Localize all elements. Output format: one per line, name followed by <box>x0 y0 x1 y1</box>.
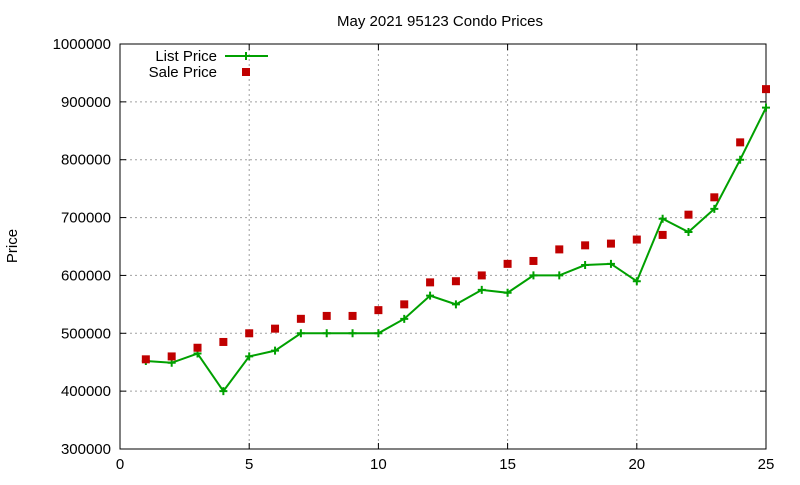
series-sale-price <box>141 85 770 364</box>
legend-label: Sale Price <box>149 64 217 81</box>
sale-price-point <box>477 271 486 280</box>
list-price-point <box>503 288 512 297</box>
sale-price-point <box>762 85 770 94</box>
x-tick-label: 15 <box>499 456 516 473</box>
sale-price-point <box>322 311 331 320</box>
data-series <box>141 85 770 396</box>
x-tick-label: 10 <box>370 456 387 473</box>
list-price-point <box>296 329 305 338</box>
sale-price-point <box>271 324 280 333</box>
y-tick-label: 800000 <box>61 152 111 169</box>
list-price-point <box>736 155 745 164</box>
sale-price-point <box>736 138 745 147</box>
y-axis-label: Price <box>4 229 21 263</box>
chart-title: May 2021 95123 Condo Prices <box>337 13 543 30</box>
sale-price-point <box>141 355 150 364</box>
list-price-point <box>632 277 641 286</box>
list-price-point <box>762 103 770 112</box>
axes: 0 5 10 15 20 25 300000 400000 500000 600000 700000… <box>53 36 775 473</box>
x-tick-label: 20 <box>628 456 645 473</box>
list-price-point <box>451 300 460 309</box>
list-price-point <box>555 271 564 280</box>
list-price-point <box>322 329 331 338</box>
list-price-point <box>374 329 383 338</box>
legend-square-marker <box>242 68 250 76</box>
y-tick-label: 500000 <box>61 325 111 342</box>
grid-lines <box>120 44 766 449</box>
sale-price-point <box>400 300 409 309</box>
x-tick-label: 0 <box>116 456 124 473</box>
x-tick-label: 25 <box>758 456 775 473</box>
y-tick-label: 700000 <box>61 210 111 227</box>
sale-price-point <box>426 278 435 287</box>
list-price-point <box>529 271 538 280</box>
list-price-point <box>400 314 409 323</box>
series-list-price <box>141 103 770 396</box>
list-price-point <box>581 261 590 270</box>
sale-price-point <box>219 337 228 346</box>
list-price-point <box>684 228 693 237</box>
sale-price-point <box>529 256 538 265</box>
list-price-line <box>145 107 767 393</box>
list-price-point <box>658 214 667 223</box>
list-price-point <box>606 259 615 268</box>
sale-price-point <box>167 352 176 361</box>
y-tick-label: 900000 <box>61 94 111 111</box>
sale-price-point <box>658 230 667 239</box>
sale-price-point <box>606 239 615 248</box>
list-price-point <box>477 285 486 294</box>
list-price-point <box>348 329 357 338</box>
list-price-point <box>710 204 719 213</box>
y-tick-label: 300000 <box>61 441 111 458</box>
sale-price-point <box>684 210 693 219</box>
x-tick-label: 5 <box>245 456 253 473</box>
sale-price-point <box>374 306 383 315</box>
list-price-point <box>219 387 228 396</box>
y-tick-label: 400000 <box>61 383 111 400</box>
sale-price-point <box>581 241 590 250</box>
sale-price-point <box>503 259 512 268</box>
sale-price-point <box>348 311 357 320</box>
list-price-point <box>271 346 280 355</box>
sale-price-point <box>296 314 305 323</box>
list-price-point <box>245 352 254 361</box>
sale-price-point <box>451 277 460 286</box>
sale-price-point <box>245 329 254 338</box>
legend-plus-marker <box>242 52 250 60</box>
y-tick-label: 600000 <box>61 267 111 284</box>
list-price-point <box>426 291 435 300</box>
legend-label: List Price <box>155 48 217 65</box>
sale-price-point <box>193 343 202 352</box>
sale-price-point <box>632 235 641 244</box>
sale-price-point <box>555 245 564 254</box>
y-tick-label: 1000000 <box>53 36 111 53</box>
plot-border <box>119 43 767 450</box>
sale-price-point <box>710 193 719 202</box>
